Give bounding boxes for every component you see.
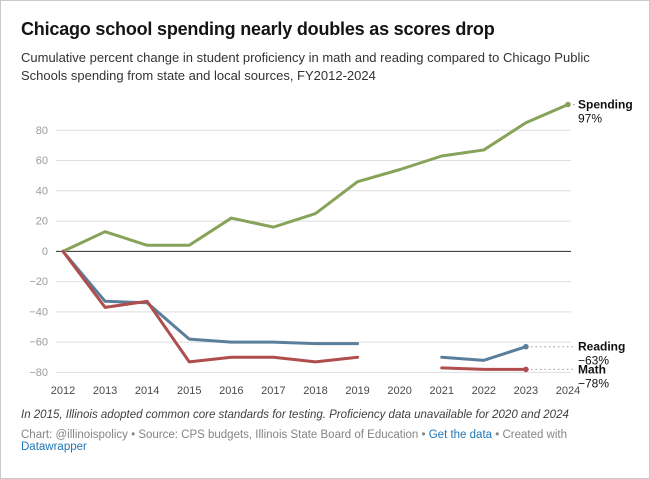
- y-tick-label: 60: [36, 155, 48, 167]
- byline-credit: Chart: @illinoispolicy • Source: CPS bud…: [21, 429, 429, 442]
- x-tick-label: 2013: [93, 385, 117, 397]
- get-the-data-link[interactable]: Get the data: [428, 429, 493, 442]
- page-title: Chicago school spending nearly doubles a…: [21, 19, 495, 39]
- series-line-spending: [61, 103, 570, 254]
- series-label: Reading: [578, 340, 625, 354]
- series-line-reading: [61, 250, 360, 346]
- x-tick-label: 2020: [387, 385, 411, 397]
- y-tick-label: −20: [29, 276, 48, 288]
- x-tick-label: 2022: [472, 385, 496, 397]
- x-tick-label: 2023: [514, 385, 538, 397]
- series-end-dot: [523, 366, 529, 373]
- y-tick-label: −80: [29, 367, 48, 379]
- y-tick-label: 20: [36, 216, 48, 228]
- chart-subtitle: Cumulative percent change in student pro…: [21, 50, 590, 84]
- series-label: Spending: [578, 98, 633, 112]
- series-line-reading: [440, 345, 528, 363]
- x-tick-label: 2017: [261, 385, 285, 397]
- y-tick-label: −40: [29, 307, 48, 319]
- x-tick-label: 2024: [556, 385, 580, 397]
- datawrapper-link[interactable]: Datawrapper: [21, 441, 87, 454]
- series-label: Math: [578, 363, 606, 377]
- series-value-label: −63%: [578, 354, 609, 368]
- x-tick-label: 2012: [51, 385, 75, 397]
- x-tick-label: 2015: [177, 385, 201, 397]
- series-value-label: 97%: [578, 112, 602, 126]
- x-tick-label: 2018: [303, 385, 327, 397]
- x-tick-label: 2014: [135, 385, 159, 397]
- y-tick-label: 0: [42, 246, 48, 258]
- series-end-dot: [523, 344, 529, 350]
- x-tick-label: 2016: [219, 385, 243, 397]
- series-value-label: −78%: [578, 377, 609, 391]
- series-line-math: [61, 250, 360, 364]
- chart-footnote: In 2015, Illinois adopted common core st…: [21, 409, 569, 422]
- y-tick-label: −60: [29, 337, 48, 349]
- y-tick-label: 40: [36, 186, 48, 198]
- byline: Chart: @illinoispolicy • Source: CPS bud…: [21, 429, 629, 453]
- series-line-math: [440, 366, 528, 372]
- x-tick-label: 2021: [430, 385, 454, 397]
- x-tick-label: 2019: [345, 385, 369, 397]
- byline-middle: • Created with: [492, 429, 568, 442]
- series-end-dot: [565, 102, 571, 108]
- y-tick-label: 80: [36, 125, 48, 137]
